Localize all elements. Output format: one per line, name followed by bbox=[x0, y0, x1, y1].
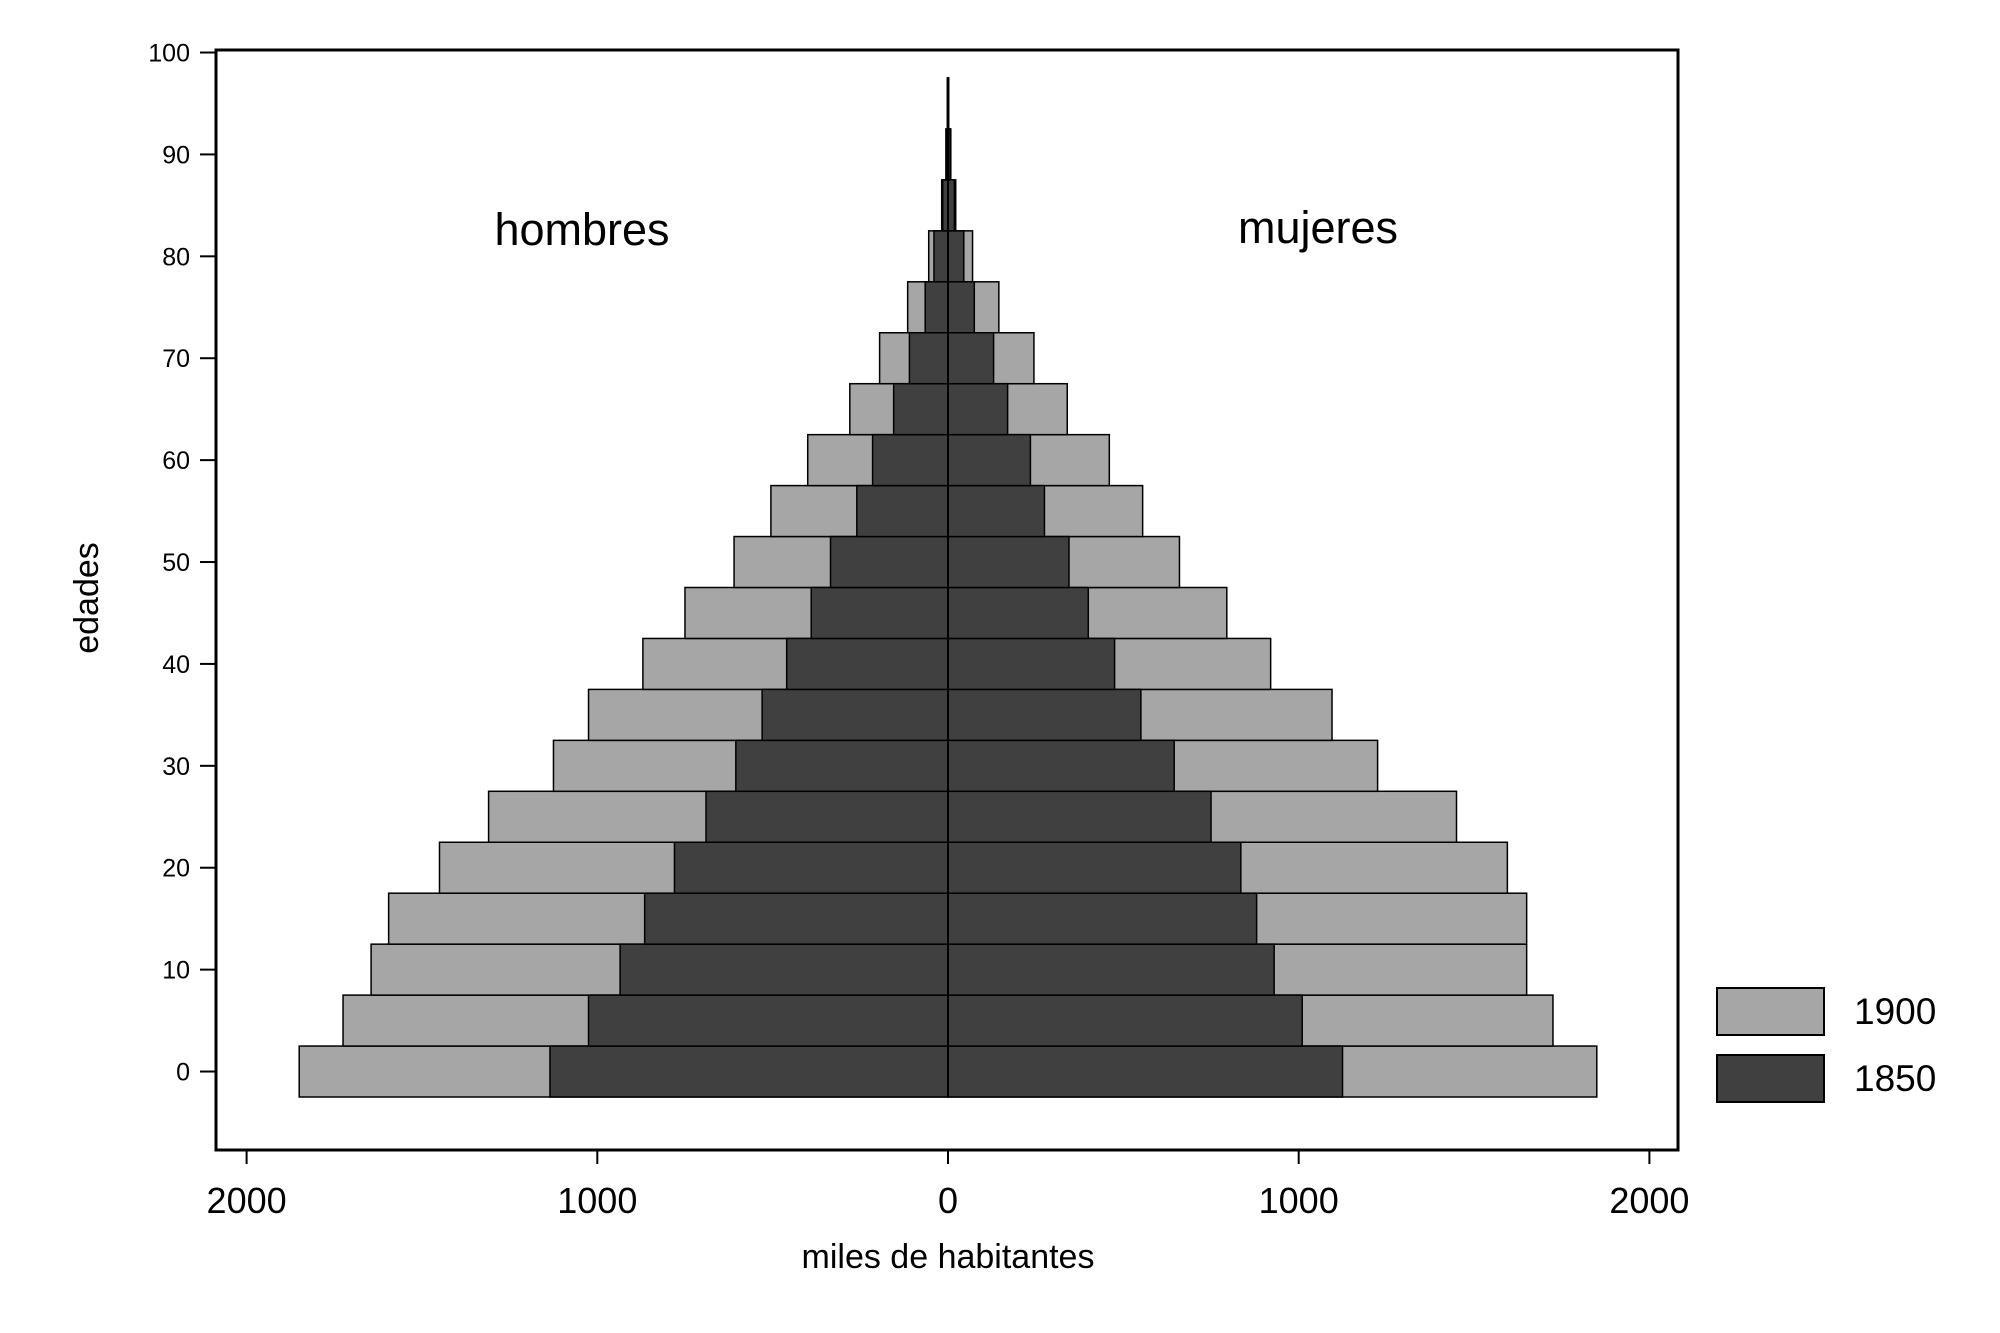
bar-1850-men-age-55 bbox=[856, 484, 949, 538]
bar-1850-women-age-35 bbox=[947, 688, 1142, 742]
bar-1850-women-age-50 bbox=[947, 535, 1070, 589]
bar-1850-men-age-15 bbox=[643, 892, 949, 945]
legend: 1900 1850 bbox=[1716, 987, 1936, 1103]
bar-1850-women-age-70 bbox=[947, 332, 995, 385]
y-tick-label-60: 60 bbox=[162, 447, 190, 475]
bar-1850-men-age-50 bbox=[829, 535, 949, 589]
bar-1850-men-age-60 bbox=[871, 433, 949, 487]
bar-1850-women-age-5 bbox=[947, 994, 1303, 1047]
bar-1850-women-age-20 bbox=[947, 841, 1242, 894]
x-axis-ticks: 2000 1000 0 1000 2000 bbox=[207, 1150, 1689, 1221]
y-tick-label-20: 20 bbox=[162, 855, 190, 883]
bar-1850-women-age-30 bbox=[947, 739, 1175, 793]
series-1850-bars bbox=[549, 77, 1344, 1098]
bar-1850-men-age-20 bbox=[673, 841, 949, 894]
bar-1850-men-age-65 bbox=[892, 382, 949, 436]
bar-1850-women-age-60 bbox=[947, 433, 1032, 487]
bar-1850-women-age-15 bbox=[947, 892, 1258, 945]
x-tick-label-3: 1000 bbox=[1259, 1180, 1339, 1221]
bar-1850-women-age-0 bbox=[947, 1045, 1344, 1098]
bar-1850-men-age-75 bbox=[924, 281, 949, 334]
x-tick-label-2: 0 bbox=[938, 1180, 958, 1221]
y-tick-label-10: 10 bbox=[162, 957, 190, 985]
x-tick-label-1: 1000 bbox=[557, 1180, 637, 1221]
bar-1850-women-age-10 bbox=[947, 943, 1275, 996]
bar-1850-men-age-40 bbox=[785, 637, 949, 691]
legend-swatch-1850 bbox=[1716, 1054, 1825, 1103]
bar-1850-men-age-70 bbox=[908, 332, 949, 385]
y-axis-label: edades bbox=[68, 542, 106, 654]
bar-1850-women-age-40 bbox=[947, 637, 1116, 691]
y-tick-label-40: 40 bbox=[162, 651, 190, 679]
y-tick-label-100: 100 bbox=[148, 40, 190, 68]
legend-label-1850: 1850 bbox=[1854, 1058, 1936, 1099]
legend-swatch-1900 bbox=[1716, 987, 1825, 1036]
bar-1850-women-age-25 bbox=[947, 790, 1212, 843]
x-axis-label: miles de habitantes bbox=[802, 1238, 1095, 1276]
bar-1850-women-age-65 bbox=[947, 382, 1009, 436]
y-tick-label-0: 0 bbox=[176, 1059, 190, 1087]
bar-1850-men-age-0 bbox=[549, 1045, 949, 1098]
annotation-hombres: hombres bbox=[494, 204, 669, 255]
bar-1850-men-age-5 bbox=[587, 994, 949, 1047]
legend-label-1900: 1900 bbox=[1854, 991, 1936, 1032]
annotation-mujeres: mujeres bbox=[1238, 202, 1398, 253]
y-tick-label-70: 70 bbox=[162, 345, 190, 373]
x-tick-label-0: 2000 bbox=[207, 1180, 287, 1221]
bar-1850-men-age-80 bbox=[933, 230, 949, 283]
bar-1850-women-age-80 bbox=[947, 230, 965, 283]
y-tick-label-50: 50 bbox=[162, 549, 190, 577]
bar-1850-men-age-25 bbox=[705, 790, 949, 843]
bar-1850-men-age-30 bbox=[735, 739, 949, 793]
bar-1850-men-age-10 bbox=[619, 943, 949, 996]
x-tick-label-4: 2000 bbox=[1609, 1180, 1689, 1221]
bar-1850-men-age-35 bbox=[761, 688, 949, 742]
y-tick-label-30: 30 bbox=[162, 753, 190, 781]
bar-1850-women-age-55 bbox=[947, 484, 1046, 538]
y-tick-label-80: 80 bbox=[162, 243, 190, 271]
bar-1850-men-age-45 bbox=[810, 586, 949, 640]
bar-1850-women-age-75 bbox=[947, 281, 976, 334]
bar-1850-women-age-45 bbox=[947, 586, 1090, 640]
y-tick-label-90: 90 bbox=[162, 141, 190, 169]
y-axis-ticks: 0 10 20 30 40 50 60 70 80 90 100 bbox=[148, 40, 216, 1087]
